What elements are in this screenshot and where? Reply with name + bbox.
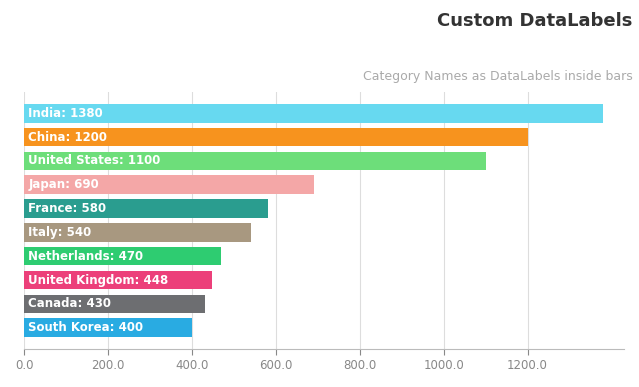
Text: Custom DataLabels: Custom DataLabels xyxy=(437,12,633,30)
Bar xyxy=(24,223,250,242)
Text: United Kingdom: 448: United Kingdom: 448 xyxy=(29,274,169,286)
Bar xyxy=(24,152,486,170)
Bar xyxy=(24,271,212,289)
Bar xyxy=(24,199,268,218)
Bar xyxy=(24,175,314,194)
Bar xyxy=(24,104,603,123)
Text: China: 1200: China: 1200 xyxy=(29,131,107,144)
Text: Category Names as DataLabels inside bars: Category Names as DataLabels inside bars xyxy=(363,70,633,83)
Text: Canada: 430: Canada: 430 xyxy=(29,297,111,310)
Bar xyxy=(24,128,528,146)
Text: South Korea: 400: South Korea: 400 xyxy=(29,321,144,334)
Text: Japan: 690: Japan: 690 xyxy=(29,178,99,191)
Text: India: 1380: India: 1380 xyxy=(29,107,103,120)
Bar xyxy=(24,247,221,265)
Bar xyxy=(24,295,204,313)
Text: Netherlands: 470: Netherlands: 470 xyxy=(29,250,144,263)
Bar xyxy=(24,319,192,337)
Text: France: 580: France: 580 xyxy=(29,202,107,215)
Text: United States: 1100: United States: 1100 xyxy=(29,154,161,168)
Text: Italy: 540: Italy: 540 xyxy=(29,226,91,239)
